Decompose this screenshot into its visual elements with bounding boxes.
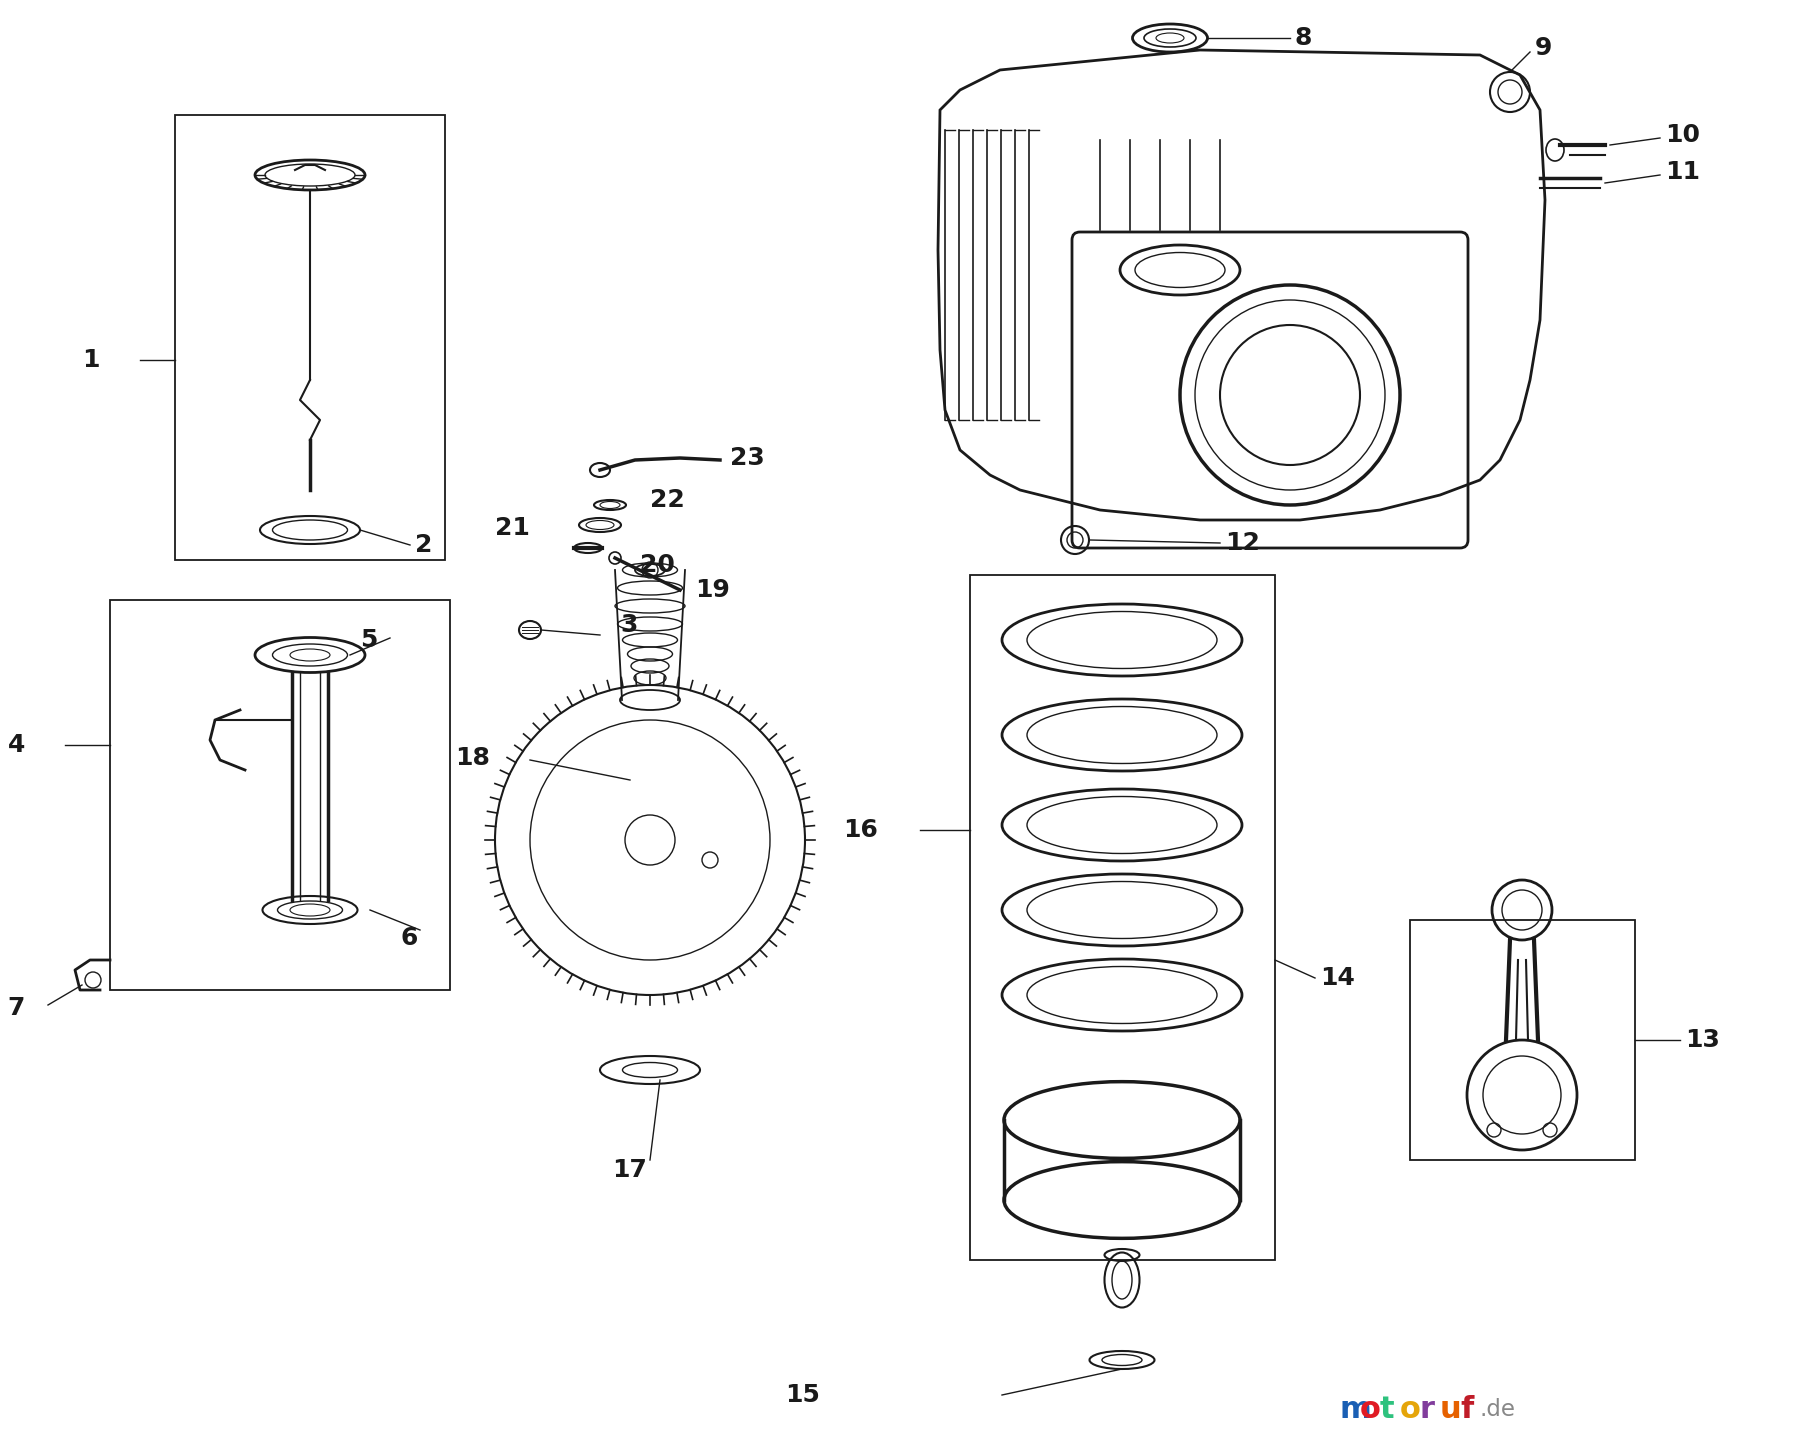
Bar bbox=[1409, 920, 1634, 1160]
Text: 22: 22 bbox=[650, 488, 684, 512]
Text: 16: 16 bbox=[842, 818, 878, 842]
Text: 4: 4 bbox=[7, 733, 25, 757]
Text: u: u bbox=[1440, 1396, 1462, 1425]
Text: .de: .de bbox=[1480, 1399, 1516, 1422]
Text: 14: 14 bbox=[1319, 967, 1355, 990]
Text: f: f bbox=[1460, 1396, 1472, 1425]
Text: 1: 1 bbox=[83, 348, 101, 371]
Text: 11: 11 bbox=[1665, 160, 1699, 184]
Text: 10: 10 bbox=[1665, 123, 1699, 147]
Text: 8: 8 bbox=[1294, 26, 1312, 51]
Text: 19: 19 bbox=[695, 578, 729, 603]
Bar bbox=[175, 116, 445, 561]
Text: 18: 18 bbox=[455, 746, 490, 770]
Text: 3: 3 bbox=[619, 613, 637, 637]
Bar bbox=[110, 600, 450, 990]
Bar bbox=[970, 575, 1274, 1260]
Text: 20: 20 bbox=[641, 553, 675, 577]
Text: o: o bbox=[1400, 1396, 1420, 1425]
Text: 5: 5 bbox=[360, 629, 378, 652]
Text: 2: 2 bbox=[416, 533, 432, 556]
Text: 15: 15 bbox=[785, 1383, 821, 1407]
Text: m: m bbox=[1339, 1396, 1372, 1425]
Text: o: o bbox=[1361, 1396, 1381, 1425]
Text: 9: 9 bbox=[1535, 36, 1552, 61]
Text: r: r bbox=[1420, 1396, 1435, 1425]
Text: 6: 6 bbox=[400, 926, 418, 949]
Text: 23: 23 bbox=[731, 447, 765, 470]
Text: 12: 12 bbox=[1226, 530, 1260, 555]
Text: 7: 7 bbox=[7, 996, 25, 1020]
Text: 13: 13 bbox=[1685, 1027, 1719, 1052]
Text: 17: 17 bbox=[612, 1157, 648, 1182]
Text: t: t bbox=[1381, 1396, 1395, 1425]
Text: 21: 21 bbox=[495, 516, 529, 540]
